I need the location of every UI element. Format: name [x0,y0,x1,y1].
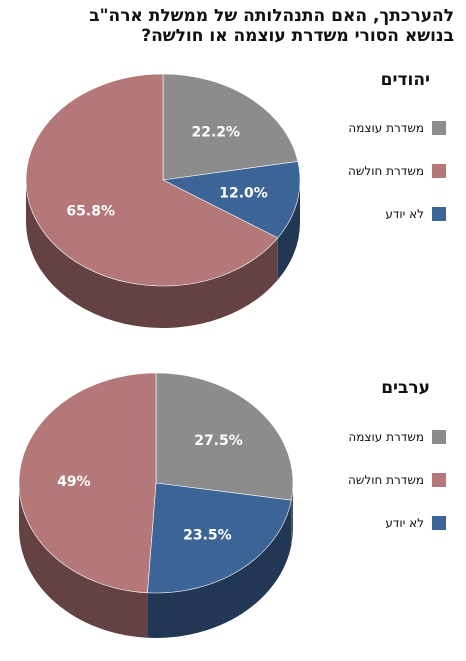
chart-title-line-1: להערכתך, האם התנהלותה של ממשלת ארה"ב [89,6,454,26]
legend-item: משדרת חולשה [296,161,446,181]
pie-data-label-1: 12.0% [219,186,268,202]
legend-label: משדרת חולשה [348,473,424,487]
pie-data-label-0: 27.5% [194,433,243,449]
legend-label: לא יודע [385,207,424,221]
legend-label: לא יודע [385,516,424,530]
pie-slice-1 [162,161,301,239]
pie-data-label-0: 22.2% [192,124,241,140]
pie-slice-0 [155,372,294,501]
legend-item: משדרת עוצמה [296,118,446,138]
pie-slice-0 [162,73,299,181]
legend-item: לא יודע [296,513,446,533]
legend-swatch [432,430,446,444]
legend-label: משדרת חולשה [348,164,424,178]
legend-swatch [432,207,446,221]
legend-swatch [432,121,446,135]
legend-swatch [432,473,446,487]
legend-swatch [432,516,446,530]
pie-side-1 [277,180,300,280]
legend-item: לא יודע [296,204,446,224]
pie-title-arabs: ערבים [381,378,430,398]
legend-label: משדרת עוצמה [348,121,424,135]
pie-side-2 [26,180,278,328]
pie-chart-jews: 22.2% 12.0% 65.8% [25,73,301,328]
legend-arabs: משדרת עוצמה משדרת חולשה לא יודע [296,427,446,556]
pie-chart-arabs: 27.5% 23.5% 49% [18,372,294,638]
legend-label: משדרת עוצמה [348,430,424,444]
pie-slice-1 [147,482,292,594]
chart-title-line-2: בנושא הסורי משדרת עוצמה או חולשה? [141,26,454,46]
pie-slice-2 [18,372,157,594]
legend-jews: משדרת עוצמה משדרת חולשה לא יודע [296,118,446,247]
pie-data-label-2: 49% [57,474,91,490]
legend-item: משדרת חולשה [296,470,446,490]
pie-data-label-2: 65.8% [66,203,115,219]
pie-side-1 [147,500,292,638]
legend-item: משדרת עוצמה [296,427,446,447]
pie-slice-2 [25,73,279,287]
pie-title-jews: יהודים [380,70,430,90]
chart-title: להערכתך, האם התנהלותה של ממשלת ארה"ב בנו… [4,6,454,46]
pie-side-2 [19,483,148,638]
pie-data-label-1: 23.5% [183,528,232,544]
legend-swatch [432,164,446,178]
